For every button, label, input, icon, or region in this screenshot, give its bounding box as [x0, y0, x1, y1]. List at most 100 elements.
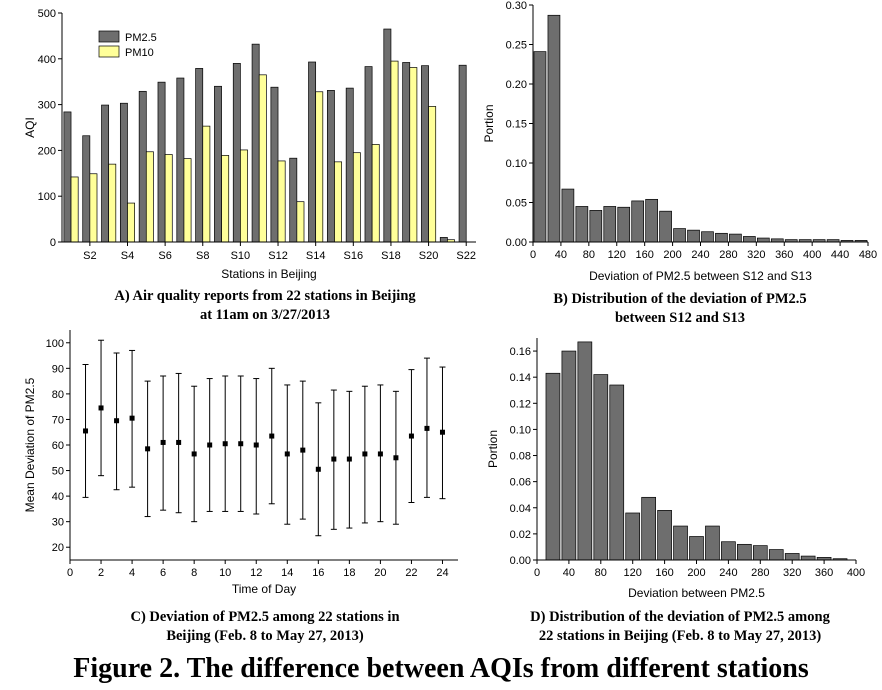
chart-C-y-tick-label: 70: [52, 414, 64, 426]
chart-A-bar-pm25: [101, 104, 110, 243]
chart-A-x-tick-label: S8: [196, 250, 209, 262]
caption-d: D) Distribution of the deviation of PM2.…: [480, 608, 880, 646]
chart-A-y-tick-label: 500: [38, 8, 56, 20]
chart-A-bar-pm10: [183, 158, 192, 243]
chart-B-x-tick-label: 200: [663, 249, 681, 261]
chart-D-bar: [784, 553, 800, 561]
chart-D-bar: [561, 350, 577, 561]
chart-A-bar-pm10: [202, 125, 211, 243]
chart-C-point: [439, 429, 445, 435]
chart-A-x-tick-label: S20: [419, 250, 439, 262]
chart-D-y-tick-label: 0.14: [510, 372, 531, 384]
chart-A-x-tick-label: S12: [268, 250, 288, 262]
chart-A-bar-pm25: [402, 62, 411, 243]
caption-d-line1: D) Distribution of the deviation of PM2.…: [530, 609, 830, 625]
chart-A-bar-pm10: [221, 155, 230, 243]
chart-A-bar-pm10: [334, 161, 342, 243]
chart-B-y-tick-label: 0.05: [506, 198, 527, 210]
chart-B-x-tick-label: 80: [583, 249, 595, 261]
chart-A-x-tick-label: S6: [158, 250, 171, 262]
chart-A-x-tick-label: S2: [83, 250, 96, 262]
chart-D-x-tick-label: 360: [815, 567, 833, 579]
chart-D-bar: [545, 372, 561, 561]
chart-C-y-tick-label: 20: [52, 542, 64, 554]
chart-C-point: [408, 433, 414, 439]
chart-B-y-tick-label: 0.00: [506, 237, 527, 249]
chart-A-bar-pm25: [308, 61, 317, 243]
chart-D-bar: [721, 541, 736, 561]
chart-B-x-tick-label: 40: [555, 249, 567, 261]
chart-D-x-tick-label: 120: [624, 567, 642, 579]
chart-C-point: [191, 451, 197, 457]
chart-C-x-tick-label: 24: [436, 567, 448, 579]
chart-C-x-tick-label: 8: [191, 567, 197, 579]
chart-A-bar-pm10: [89, 173, 98, 243]
chart-A-bar-pm25: [326, 90, 335, 243]
chart-C-point: [269, 433, 275, 439]
chart-B-y-tick-label: 0.20: [506, 79, 527, 91]
chart-C-point: [377, 451, 383, 457]
chart-D-bar: [800, 555, 816, 561]
chart-B-bar: [617, 206, 631, 243]
chart-C-x-tick-label: 18: [343, 567, 355, 579]
chart-A-bar-pm25: [439, 237, 448, 243]
chart-D-x-tick-label: 40: [563, 567, 575, 579]
chart-D-x-tick-label: 160: [655, 567, 673, 579]
chart-C-y-tick-label: 30: [52, 517, 64, 529]
chart-C-point: [393, 455, 399, 461]
chart-C-point: [253, 442, 259, 448]
chart-A-bar-pm25: [383, 28, 392, 243]
chart-A-bar-pm25: [251, 43, 260, 243]
chart-C-x-tick-label: 20: [374, 567, 386, 579]
chart-C-y-tick-label: 50: [52, 466, 64, 478]
chart-A-bar-pm10: [70, 176, 79, 243]
chart-D-bar: [737, 543, 752, 561]
chart-A-legend-label-pm10: PM10: [125, 47, 154, 59]
chart-D-x-tick-label: 280: [751, 567, 769, 579]
chart-C-x-tick-label: 2: [98, 567, 104, 579]
chart-A-bar-pm10: [315, 91, 324, 243]
chart-B-x-tick-label: 480: [859, 249, 877, 261]
chart-B-y-tick-label: 0.10: [506, 158, 527, 170]
chart-D-y-tick-label: 0.04: [510, 503, 531, 515]
caption-b-line2: between S12 and S13: [614, 310, 746, 326]
chart-B-x-tick-label: 240: [691, 249, 709, 261]
chart-C-x-tick-label: 6: [160, 567, 166, 579]
chart-C-point: [83, 428, 89, 434]
chart-A-x-tick-label: S4: [121, 250, 134, 262]
chart-C-y-label: Mean Deviation of PM2.5: [23, 377, 37, 512]
chart-C-point: [300, 447, 306, 453]
chart-A-bar-pm25: [138, 90, 147, 243]
chart-A-bar-pm25: [195, 68, 204, 243]
chart-A-x-tick-label: S16: [344, 250, 364, 262]
chart-D-bar: [657, 510, 672, 561]
chart-A-bar-pm25: [270, 86, 279, 243]
chart-A-bar-pm10: [127, 202, 135, 243]
chart-B-bar: [603, 206, 617, 243]
chart-D-bar: [577, 341, 593, 561]
chart-A-legend-label-pm25: PM2.5: [125, 32, 157, 44]
chart-D-y-tick-label: 0.02: [510, 529, 531, 541]
chart-A-legend-swatch-pm25: [98, 30, 120, 43]
chart-A-x-tick-label: S18: [381, 250, 401, 262]
chart-A-bar-pm10: [145, 151, 154, 243]
chart-D-bar: [768, 549, 784, 561]
chart-C-point: [284, 451, 290, 457]
chart-B-bar: [756, 237, 770, 243]
chart-C-point: [176, 439, 182, 445]
caption-a: A) Air quality reports from 22 stations …: [60, 287, 470, 325]
chart-A-bar-pm25: [82, 135, 91, 243]
chart-A-bar-pm10: [428, 106, 437, 243]
chart-A-bar-pm25: [119, 102, 128, 243]
caption-c-line1: C) Deviation of PM2.5 among 22 stations …: [130, 609, 400, 625]
chart-A-bar-pm25: [232, 63, 241, 243]
chart-B-bar: [687, 229, 700, 243]
chart-A-x-tick-label: S10: [231, 250, 251, 262]
chart-B-bar: [533, 51, 547, 243]
chart-B-bar: [729, 233, 742, 243]
chart-D-y-tick-label: 0.06: [510, 477, 531, 489]
chart-C-point: [98, 405, 104, 411]
caption-c: C) Deviation of PM2.5 among 22 stations …: [60, 608, 470, 646]
chart-B-bar: [547, 14, 561, 243]
chart-D-bar: [752, 545, 768, 561]
